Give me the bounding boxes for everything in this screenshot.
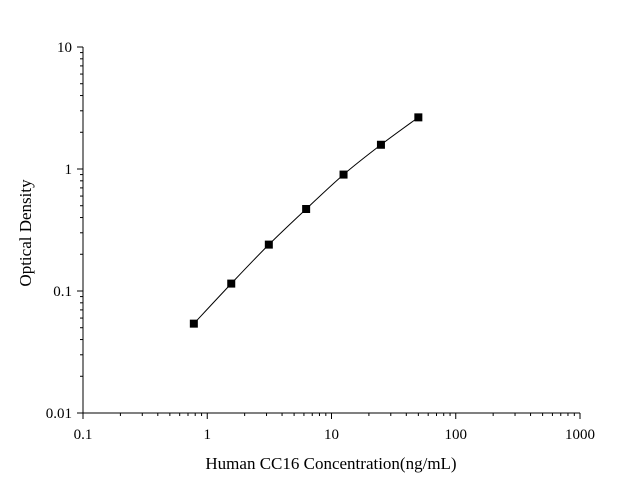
data-point <box>189 319 198 328</box>
data-point <box>376 140 385 149</box>
data-point <box>414 113 423 122</box>
y-tick-label: 0.1 <box>53 284 72 300</box>
y-tick-label: 10 <box>57 40 72 56</box>
y-tick-label: 0.01 <box>46 406 72 422</box>
data-point <box>302 205 311 214</box>
data-point <box>339 170 348 179</box>
y-axis-title: Optical Density <box>16 179 35 287</box>
x-tick-label: 10 <box>324 427 339 443</box>
data-point <box>227 279 236 288</box>
axes <box>82 47 580 414</box>
x-tick-label: 1000 <box>565 427 595 443</box>
y-tick-label: 1 <box>65 162 73 178</box>
x-axis-title: Human CC16 Concentration(ng/mL) <box>205 454 456 473</box>
x-tick-label: 100 <box>445 427 468 443</box>
x-tick-label: 1 <box>204 427 212 443</box>
data-point <box>264 240 273 249</box>
ticks <box>77 46 581 419</box>
data-points <box>189 113 423 328</box>
x-tick-label: 0.1 <box>74 427 93 443</box>
